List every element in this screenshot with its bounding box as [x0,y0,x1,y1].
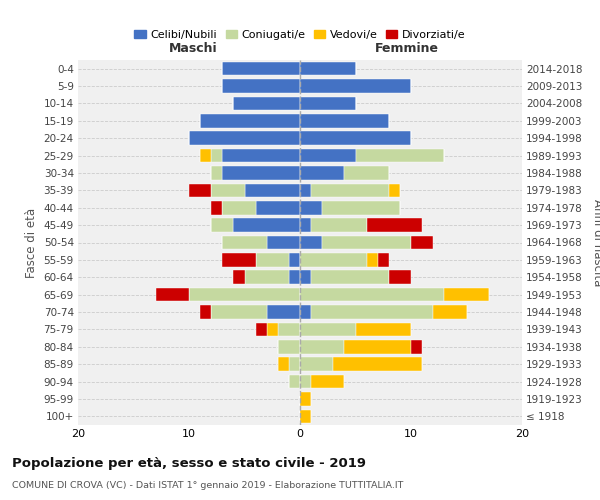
Text: COMUNE DI CROVA (VC) - Dati ISTAT 1° gennaio 2019 - Elaborazione TUTTITALIA.IT: COMUNE DI CROVA (VC) - Dati ISTAT 1° gen… [12,481,403,490]
Bar [266,322,278,336]
Bar [311,270,389,284]
Bar [300,62,355,76]
Bar [256,201,300,214]
Bar [189,184,211,197]
Bar [355,149,444,162]
Bar [233,270,245,284]
Bar [367,218,422,232]
Bar [311,305,433,319]
Bar [222,201,256,214]
Y-axis label: Anni di nascita: Anni di nascita [591,199,600,286]
Legend: Celibi/Nubili, Coniugati/e, Vedovi/e, Divorziati/e: Celibi/Nubili, Coniugati/e, Vedovi/e, Di… [130,26,470,44]
Bar [311,184,389,197]
Bar [245,184,300,197]
Bar [222,149,300,162]
Bar [411,236,433,250]
Bar [411,340,422,353]
Bar [311,218,367,232]
Bar [245,270,289,284]
Bar [256,253,289,266]
Bar [300,132,411,145]
Bar [222,166,300,180]
Bar [444,288,489,302]
Bar [300,96,355,110]
Y-axis label: Fasce di età: Fasce di età [25,208,38,278]
Bar [300,114,389,128]
Bar [256,322,266,336]
Bar [222,236,266,250]
Bar [200,305,211,319]
Bar [300,253,367,266]
Bar [300,358,334,371]
Bar [211,305,266,319]
Bar [344,340,411,353]
Bar [211,166,222,180]
Bar [211,218,233,232]
Bar [300,375,311,388]
Bar [300,340,344,353]
Bar [322,201,400,214]
Bar [300,305,311,319]
Bar [233,96,300,110]
Bar [300,288,444,302]
Bar [300,322,355,336]
Bar [300,218,311,232]
Bar [278,340,300,353]
Bar [322,236,411,250]
Bar [278,322,300,336]
Bar [300,184,311,197]
Bar [278,358,289,371]
Text: Maschi: Maschi [169,42,218,54]
Bar [300,270,311,284]
Bar [233,218,300,232]
Bar [300,236,322,250]
Bar [200,114,300,128]
Bar [334,358,422,371]
Bar [289,253,300,266]
Bar [211,201,222,214]
Bar [433,305,467,319]
Bar [189,132,300,145]
Bar [156,288,189,302]
Bar [266,305,300,319]
Text: Femmine: Femmine [374,42,439,54]
Bar [211,149,222,162]
Bar [300,201,322,214]
Bar [300,80,411,93]
Bar [211,184,245,197]
Bar [311,375,344,388]
Bar [289,375,300,388]
Bar [389,184,400,197]
Bar [222,62,300,76]
Bar [289,270,300,284]
Bar [300,410,311,423]
Bar [367,253,378,266]
Bar [344,166,389,180]
Bar [289,358,300,371]
Bar [189,288,300,302]
Bar [300,392,311,406]
Text: Popolazione per età, sesso e stato civile - 2019: Popolazione per età, sesso e stato civil… [12,458,366,470]
Bar [389,270,411,284]
Bar [266,236,300,250]
Bar [200,149,211,162]
Bar [222,80,300,93]
Bar [355,322,411,336]
Bar [222,253,256,266]
Bar [378,253,389,266]
Bar [300,149,355,162]
Bar [300,166,344,180]
